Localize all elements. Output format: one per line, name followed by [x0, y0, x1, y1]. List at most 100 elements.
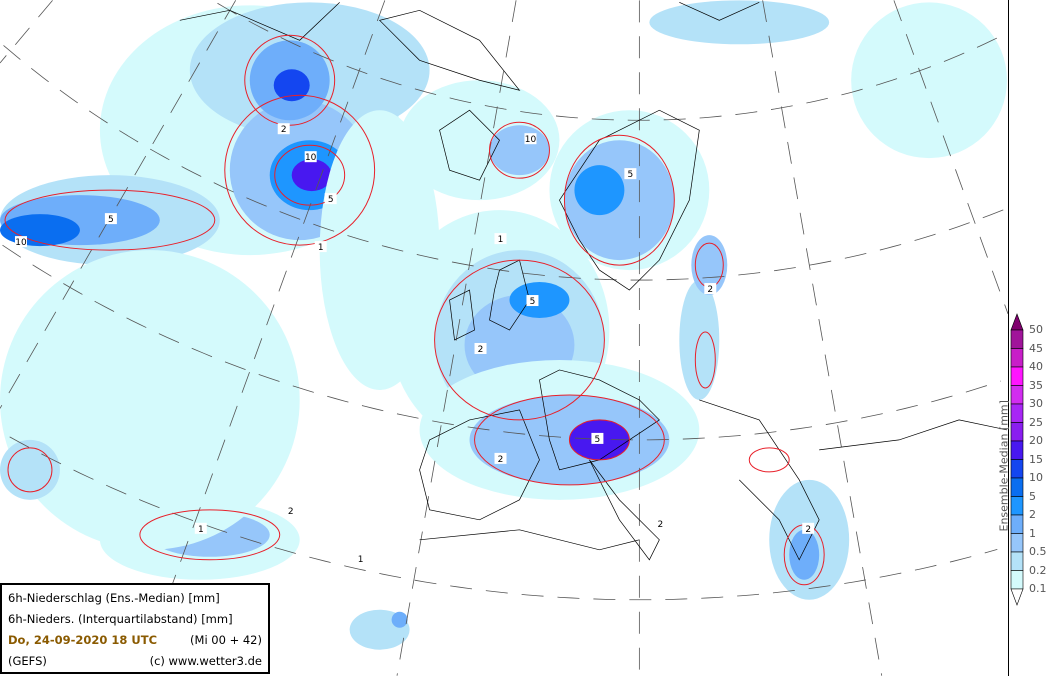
contour-label-bg: [324, 193, 337, 205]
colorbar-over-triangle: [1010, 313, 1024, 331]
contour-labels: 10 5 1 2 10 5 5 2 2 5 5 10 1 2 2 2 2 1 1: [14, 123, 815, 565]
colorbar-swatch: [1010, 496, 1024, 516]
meridian-line: [0, 0, 53, 64]
colorbar-tick-label: 0.5: [1029, 545, 1047, 558]
contour-label-bg: [526, 295, 539, 307]
precipitation-area: [574, 165, 625, 216]
colorbar-tick-label: 5: [1029, 489, 1036, 503]
precipitation-fields: [0, 0, 1008, 650]
parallel-line: [9, 436, 998, 601]
contour-label: 2: [288, 507, 294, 517]
colorbar-tick-label: 1: [1029, 526, 1036, 540]
contour-line: [434, 259, 605, 421]
colorbar-swatch: [1010, 348, 1024, 368]
contour-label: 10: [305, 153, 317, 163]
colorbar-tick-label: 40: [1029, 360, 1043, 373]
contour-label: 2: [657, 520, 663, 530]
colorbar-swatch: [1010, 329, 1024, 349]
precipitation-area: [649, 0, 830, 45]
precipitation-area: [0, 439, 60, 500]
colorbar-swatch: [1010, 551, 1024, 571]
precipitation-area: [291, 159, 332, 192]
precipitation-area: [391, 611, 408, 628]
copyright: (c) www.wetter3.de: [149, 654, 262, 668]
precipitation-area: [319, 110, 440, 390]
coastline: [419, 529, 640, 551]
contour-line: [274, 144, 346, 206]
contour-label-bg: [277, 123, 290, 135]
contour-label: 5: [328, 195, 334, 205]
model-run: (Mi 00 + 42): [190, 633, 262, 647]
contour-line: [474, 394, 665, 486]
precipitation-area: [0, 250, 300, 550]
contour-label: 10: [525, 135, 537, 145]
contour-label: 5: [530, 297, 536, 307]
colorbar-tick-label: 0.2: [1029, 563, 1047, 577]
precipitation-area: [273, 69, 310, 102]
colorbar-tick-label: 30: [1029, 397, 1043, 410]
colorbar-swatch: [1010, 403, 1024, 423]
colorbar-tick-label: 10: [1029, 471, 1043, 484]
meridian-line: [0, 0, 237, 409]
title-iqr: 6h-Nieders. (Interquartilabstand) [mm]: [8, 612, 233, 626]
contour-line: [748, 447, 790, 473]
contour-label: 2: [707, 285, 713, 295]
colorbar-swatch: [1010, 533, 1024, 553]
colorbar-tick-label: 25: [1029, 415, 1043, 429]
coastline: [819, 419, 1008, 451]
colorbar-legend: Ensemble-Median [mm] 50 45 40 35 30 25 20 15 10 5…: [998, 310, 1062, 610]
interquartile-contours: [4, 34, 825, 586]
parallel-line: [217, 2, 1006, 121]
model-name: (GEFS): [8, 654, 47, 668]
contour-label: 1: [198, 525, 204, 535]
contour-line: [694, 331, 716, 389]
contour-label-bg: [284, 504, 297, 516]
contour-label-bg: [354, 552, 367, 564]
contour-label-bg: [104, 213, 117, 225]
contour-label: 2: [498, 455, 504, 465]
contour-label-bg: [304, 151, 317, 163]
contour-label-bg: [704, 283, 717, 295]
contour-line: [563, 134, 675, 266]
contour-line: [224, 94, 376, 246]
contour-label-bg: [654, 517, 667, 529]
colorbar-swatch: [1010, 477, 1024, 497]
colorbar-under-triangle: [1010, 588, 1024, 606]
contour-line: [4, 189, 216, 251]
precipitation-area: [0, 214, 80, 247]
contour-line: [7, 447, 53, 493]
colorbar-swatch: [1010, 366, 1024, 386]
colorbar-tick-label: 2: [1029, 508, 1036, 521]
coastline: [699, 399, 820, 561]
contour-label: 5: [108, 215, 114, 225]
contour-label-bg: [494, 233, 507, 245]
contour-label: 10: [15, 238, 27, 248]
coastline: [439, 109, 500, 181]
colorbar: [1010, 313, 1024, 606]
precipitation-area: [679, 280, 720, 400]
contour-label-bg: [524, 133, 537, 145]
colorbar-swatch: [1010, 570, 1024, 590]
contour-label: 1: [358, 555, 364, 565]
valid-date: Do, 24-09-2020 18 UTC: [8, 633, 158, 647]
contour-line: [568, 419, 630, 461]
coastline: [679, 2, 760, 21]
coastlines: [179, 2, 1008, 561]
colorbar-swatch: [1010, 514, 1024, 534]
contour-label-bg: [194, 522, 207, 534]
colorbar-tick-label: 0.1: [1029, 582, 1047, 595]
colorbar-swatch: [1010, 422, 1024, 442]
colorbar-tick-label: 15: [1029, 452, 1043, 466]
coastline: [419, 409, 540, 521]
contour-label-bg: [802, 522, 815, 534]
coastline: [449, 289, 475, 341]
meridian-line: [762, 0, 883, 676]
contour-label-bg: [494, 452, 507, 464]
colorbar-swatch: [1010, 440, 1024, 460]
colorbar-tick-label: 50: [1029, 323, 1043, 336]
precipitation-area: [789, 529, 820, 580]
coastline: [378, 9, 521, 91]
contour-label-bg: [14, 236, 27, 248]
coastline: [589, 459, 660, 561]
precipitation-map: 10 5 1 2 10 5 5 2 2 5 5 10 1 2 2 2 2 1 1: [0, 0, 1009, 676]
